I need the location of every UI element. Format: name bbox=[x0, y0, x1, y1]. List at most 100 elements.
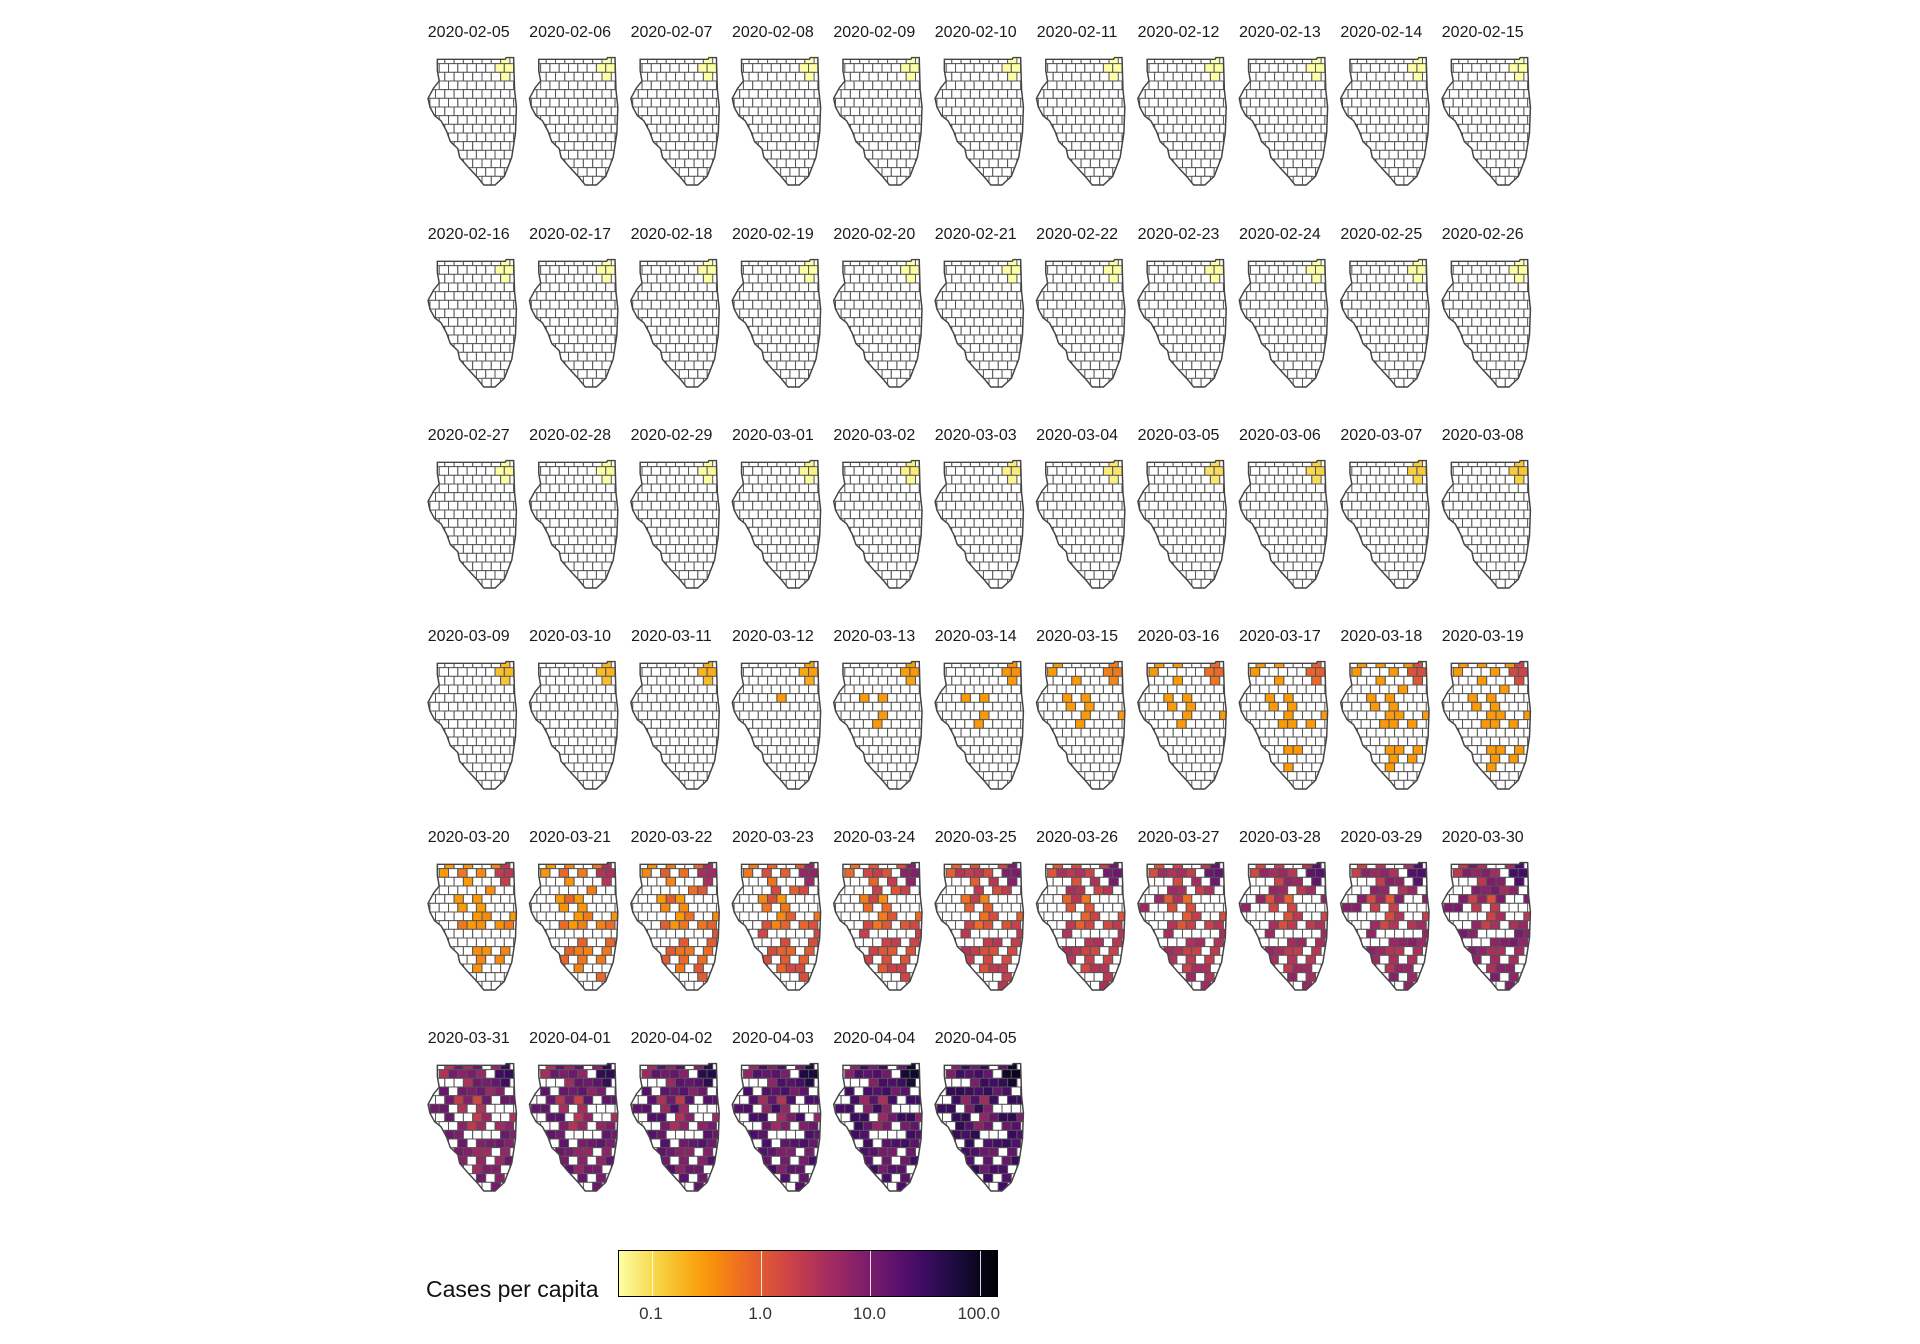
panel-date-label: 2020-03-27 bbox=[1138, 829, 1220, 846]
illinois-map bbox=[1137, 660, 1227, 790]
illinois-map bbox=[1035, 861, 1126, 991]
illinois-map bbox=[731, 258, 822, 388]
panel-date-label: 2020-02-05 bbox=[428, 24, 510, 41]
map-panel: 2020-03-31 bbox=[427, 1030, 518, 1192]
illinois-map bbox=[1238, 660, 1329, 790]
panel-date-label: 2020-03-16 bbox=[1138, 628, 1220, 645]
map-panel: 2020-03-26 bbox=[1035, 829, 1126, 991]
map-panel: 2020-04-03 bbox=[731, 1030, 822, 1192]
map-panel: 2020-02-17 bbox=[528, 226, 619, 388]
illinois-map bbox=[1035, 258, 1126, 388]
illinois-map bbox=[1238, 56, 1329, 186]
panel-date-label: 2020-02-16 bbox=[428, 226, 510, 243]
legend-tick-label: 10.0 bbox=[852, 1304, 887, 1323]
panel-date-label: 2020-03-12 bbox=[732, 628, 814, 645]
panel-date-label: 2020-02-13 bbox=[1239, 24, 1321, 41]
panel-date-label: 2020-03-17 bbox=[1239, 628, 1321, 645]
panel-date-label: 2020-02-26 bbox=[1442, 226, 1524, 243]
map-panel: 2020-02-28 bbox=[528, 427, 619, 589]
panel-date-label: 2020-02-08 bbox=[732, 24, 814, 41]
panel-date-label: 2020-04-03 bbox=[732, 1030, 814, 1047]
illinois-map bbox=[1339, 459, 1430, 589]
map-panel: 2020-02-25 bbox=[1339, 226, 1430, 388]
panel-date-label: 2020-04-05 bbox=[935, 1030, 1017, 1047]
panel-date-label: 2020-03-29 bbox=[1340, 829, 1422, 846]
panel-date-label: 2020-02-11 bbox=[1037, 24, 1118, 41]
illinois-map bbox=[934, 660, 1025, 790]
map-panel: 2020-02-19 bbox=[731, 226, 822, 388]
illinois-map bbox=[1339, 258, 1430, 388]
illinois-map bbox=[1035, 660, 1126, 790]
map-panel: 2020-03-15 bbox=[1035, 628, 1126, 790]
illinois-map bbox=[934, 459, 1025, 589]
panel-date-label: 2020-02-15 bbox=[1442, 24, 1524, 41]
panel-date-label: 2020-02-25 bbox=[1340, 226, 1422, 243]
legend-colorbar bbox=[618, 1250, 998, 1297]
illinois-map bbox=[731, 56, 822, 186]
illinois-map bbox=[1441, 660, 1532, 790]
legend-tick-mark bbox=[870, 1251, 872, 1296]
illinois-map bbox=[1238, 459, 1329, 589]
illinois-map bbox=[934, 1062, 1025, 1192]
illinois-map bbox=[1339, 660, 1430, 790]
panel-date-label: 2020-03-06 bbox=[1239, 427, 1321, 444]
illinois-map bbox=[427, 660, 518, 790]
map-panel: 2020-04-05 bbox=[934, 1030, 1025, 1192]
illinois-map bbox=[630, 459, 720, 589]
map-panel: 2020-03-01 bbox=[731, 427, 822, 589]
map-panel: 2020-02-07 bbox=[630, 24, 720, 186]
panel-date-label: 2020-02-22 bbox=[1036, 226, 1118, 243]
illinois-map bbox=[427, 258, 518, 388]
legend-tick-label: 1.0 bbox=[748, 1304, 772, 1323]
illinois-map bbox=[528, 56, 619, 186]
panel-date-label: 2020-03-14 bbox=[935, 628, 1017, 645]
map-panel: 2020-03-19 bbox=[1441, 628, 1532, 790]
map-panel: 2020-02-10 bbox=[934, 24, 1025, 186]
panel-date-label: 2020-04-02 bbox=[631, 1030, 713, 1047]
illinois-map bbox=[1137, 258, 1227, 388]
legend-title: Cases per capita bbox=[426, 1276, 599, 1302]
illinois-map bbox=[427, 861, 518, 991]
illinois-map bbox=[934, 861, 1025, 991]
map-panel: 2020-03-22 bbox=[630, 829, 720, 991]
panel-date-label: 2020-03-25 bbox=[935, 829, 1017, 846]
panel-date-label: 2020-03-30 bbox=[1442, 829, 1524, 846]
panel-date-label: 2020-03-26 bbox=[1036, 829, 1118, 846]
map-panel: 2020-03-24 bbox=[832, 829, 923, 991]
illinois-map bbox=[528, 1062, 619, 1192]
illinois-map bbox=[1441, 459, 1532, 589]
panel-date-label: 2020-02-17 bbox=[529, 226, 611, 243]
illinois-map bbox=[1339, 861, 1430, 991]
map-panel: 2020-03-21 bbox=[528, 829, 619, 991]
map-panel: 2020-03-04 bbox=[1035, 427, 1126, 589]
illinois-map bbox=[630, 861, 720, 991]
map-panel: 2020-02-26 bbox=[1441, 226, 1532, 388]
illinois-map bbox=[832, 56, 923, 186]
map-panel: 2020-02-12 bbox=[1137, 24, 1227, 186]
illinois-map bbox=[1339, 56, 1430, 186]
illinois-map bbox=[1137, 459, 1227, 589]
panel-date-label: 2020-03-11 bbox=[631, 628, 712, 645]
map-panel: 2020-03-25 bbox=[934, 829, 1025, 991]
map-panel: 2020-03-06 bbox=[1238, 427, 1329, 589]
panel-date-label: 2020-03-02 bbox=[833, 427, 915, 444]
illinois-map bbox=[1137, 861, 1227, 991]
panel-date-label: 2020-03-09 bbox=[428, 628, 510, 645]
map-panel: 2020-02-27 bbox=[427, 427, 518, 589]
panel-date-label: 2020-03-15 bbox=[1036, 628, 1118, 645]
panel-date-label: 2020-03-24 bbox=[833, 829, 915, 846]
panel-date-label: 2020-03-10 bbox=[529, 628, 611, 645]
illinois-map bbox=[528, 258, 619, 388]
map-panel: 2020-02-21 bbox=[934, 226, 1025, 388]
panel-date-label: 2020-03-13 bbox=[833, 628, 915, 645]
map-panel: 2020-02-20 bbox=[832, 226, 923, 388]
legend-tick-mark bbox=[979, 1251, 981, 1296]
panel-date-label: 2020-03-22 bbox=[631, 829, 713, 846]
illinois-map bbox=[1441, 861, 1532, 991]
map-panel: 2020-02-22 bbox=[1035, 226, 1126, 388]
map-panel: 2020-03-13 bbox=[832, 628, 923, 790]
map-panel: 2020-02-05 bbox=[427, 24, 518, 186]
map-panel: 2020-03-07 bbox=[1339, 427, 1430, 589]
map-panel: 2020-02-15 bbox=[1441, 24, 1532, 186]
